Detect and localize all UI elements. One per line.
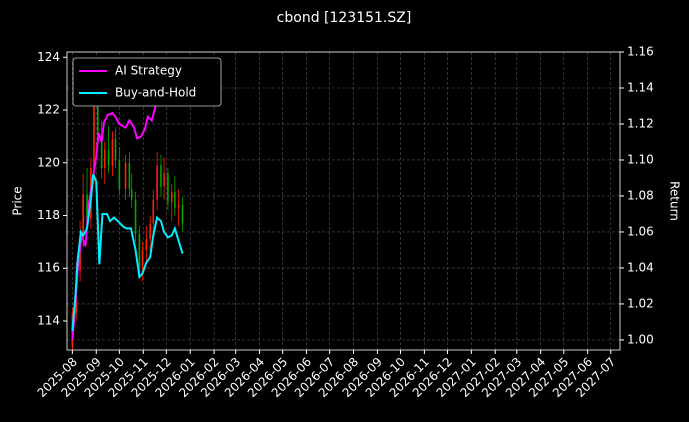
candle-body [156, 165, 158, 200]
candle-body [111, 139, 114, 166]
y2-axis-label: Return [668, 181, 682, 221]
candle-body [134, 199, 137, 234]
y2-tick-label: 1.16 [627, 45, 654, 59]
y2-tick-label: 1.00 [627, 332, 654, 346]
candle-body [149, 223, 151, 240]
candle-body [141, 249, 144, 269]
y2-tick-label: 1.12 [627, 116, 654, 130]
candle-body [160, 165, 162, 187]
candle-body [130, 189, 133, 200]
candle-body [128, 162, 131, 190]
y-tick-label: 120 [37, 155, 60, 169]
y-tick-label: 114 [37, 313, 60, 327]
y2-tick-label: 1.08 [627, 188, 654, 202]
y2-tick-label: 1.10 [627, 152, 654, 166]
candle-body [181, 204, 184, 224]
candle-body [86, 194, 88, 219]
legend-label: AI Strategy [115, 64, 182, 78]
y2-tick-label: 1.06 [627, 224, 654, 238]
candle-body [118, 160, 121, 190]
y2-tick-label: 1.04 [627, 260, 654, 274]
candle-body [82, 194, 84, 237]
candle-body [124, 162, 127, 190]
candle-body [103, 149, 106, 169]
y-tick-label: 116 [37, 261, 60, 275]
y-tick-label: 122 [37, 103, 60, 117]
candle-body [167, 173, 169, 203]
y2-tick-label: 1.14 [627, 80, 654, 94]
candle-body [100, 136, 103, 169]
candle-body [163, 173, 165, 187]
y2-tick-label: 1.02 [627, 296, 654, 310]
candle-body [114, 139, 117, 161]
candle-body [97, 102, 99, 137]
plot-frame [66, 51, 621, 351]
line-series [71, 173, 184, 332]
candle-body [138, 233, 141, 269]
legend-label: Buy-and-Hold [115, 86, 196, 100]
candle-body [170, 191, 173, 203]
legend-box [72, 57, 222, 107]
candle-body [152, 199, 155, 224]
candle-body [107, 149, 110, 166]
candle-body [177, 204, 180, 208]
y-tick-label: 124 [37, 50, 60, 64]
chart-title: cbond [123151.SZ] [277, 10, 412, 26]
candle-body [145, 239, 148, 250]
candle-body [93, 102, 95, 169]
y-axis-label: Price [11, 186, 25, 215]
y-tick-label: 118 [37, 208, 60, 222]
candle-body [174, 191, 176, 208]
